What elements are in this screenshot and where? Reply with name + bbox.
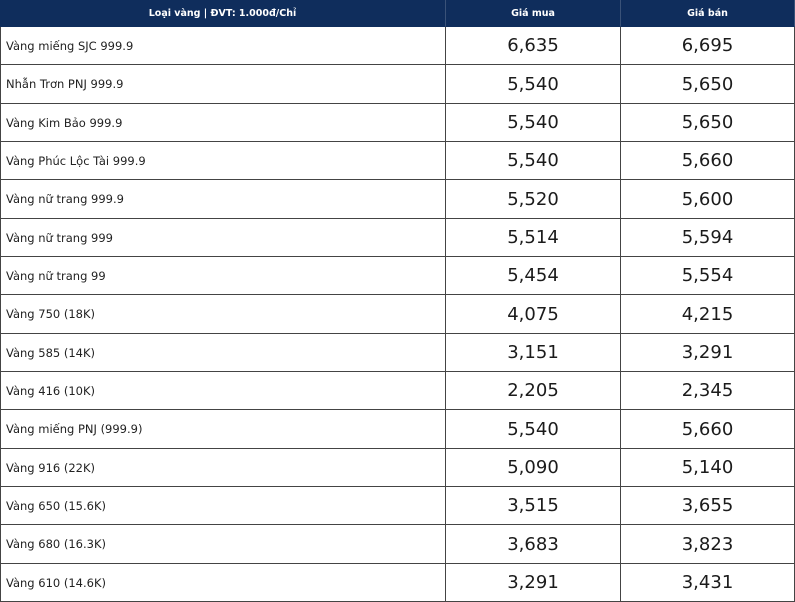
sell-price: 5,140: [621, 449, 795, 487]
sell-price: 5,650: [621, 104, 795, 142]
header-cell: Giá mua: [446, 0, 621, 27]
gold-type: Vàng 750 (18K): [0, 295, 446, 334]
sell-price: 5,660: [621, 410, 795, 449]
buy-price: 3,151: [446, 334, 621, 372]
buy-price: 4,075: [446, 295, 621, 334]
sell-price: 6,695: [621, 27, 795, 65]
buy-price: 5,540: [446, 104, 621, 142]
gold-type: Vàng 650 (15.6K): [0, 487, 446, 525]
gold-type: Vàng 610 (14.6K): [0, 564, 446, 602]
sell-price: 5,594: [621, 219, 795, 257]
buy-price: 5,540: [446, 65, 621, 104]
sell-price: 5,650: [621, 65, 795, 104]
buy-price: 3,291: [446, 564, 621, 602]
buy-price: 5,454: [446, 257, 621, 295]
sell-price: 5,600: [621, 180, 795, 219]
sell-price: 2,345: [621, 372, 795, 410]
buy-price: 2,205: [446, 372, 621, 410]
buy-price: 5,540: [446, 410, 621, 449]
gold-type: Vàng 680 (16.3K): [0, 525, 446, 564]
sell-price: 5,554: [621, 257, 795, 295]
buy-price: 5,090: [446, 449, 621, 487]
buy-price: 3,515: [446, 487, 621, 525]
gold-type: Vàng 416 (10K): [0, 372, 446, 410]
buy-price: 5,540: [446, 142, 621, 180]
buy-price: 6,635: [446, 27, 621, 65]
gold-type: Vàng miếng PNJ (999.9): [0, 410, 446, 449]
sell-price: 3,431: [621, 564, 795, 602]
buy-price: 5,520: [446, 180, 621, 219]
sell-price: 3,823: [621, 525, 795, 564]
header-cell: Loại vàng | ĐVT: 1.000đ/Chỉ: [0, 0, 446, 27]
gold-type: Vàng nữ trang 99: [0, 257, 446, 295]
gold-type: Vàng Phúc Lộc Tài 999.9: [0, 142, 446, 180]
buy-price: 3,683: [446, 525, 621, 564]
buy-price: 5,514: [446, 219, 621, 257]
sell-price: 4,215: [621, 295, 795, 334]
sell-price: 5,660: [621, 142, 795, 180]
gold-type: Vàng miếng SJC 999.9: [0, 27, 446, 65]
gold-type: Vàng nữ trang 999: [0, 219, 446, 257]
sell-price: 3,655: [621, 487, 795, 525]
header-cell: Giá bán: [621, 0, 795, 27]
gold-type: Vàng Kim Bảo 999.9: [0, 104, 446, 142]
gold-type: Vàng 916 (22K): [0, 449, 446, 487]
gold-type: Nhẫn Trơn PNJ 999.9: [0, 65, 446, 104]
gold-type: Vàng 585 (14K): [0, 334, 446, 372]
sell-price: 3,291: [621, 334, 795, 372]
gold-type: Vàng nữ trang 999.9: [0, 180, 446, 219]
